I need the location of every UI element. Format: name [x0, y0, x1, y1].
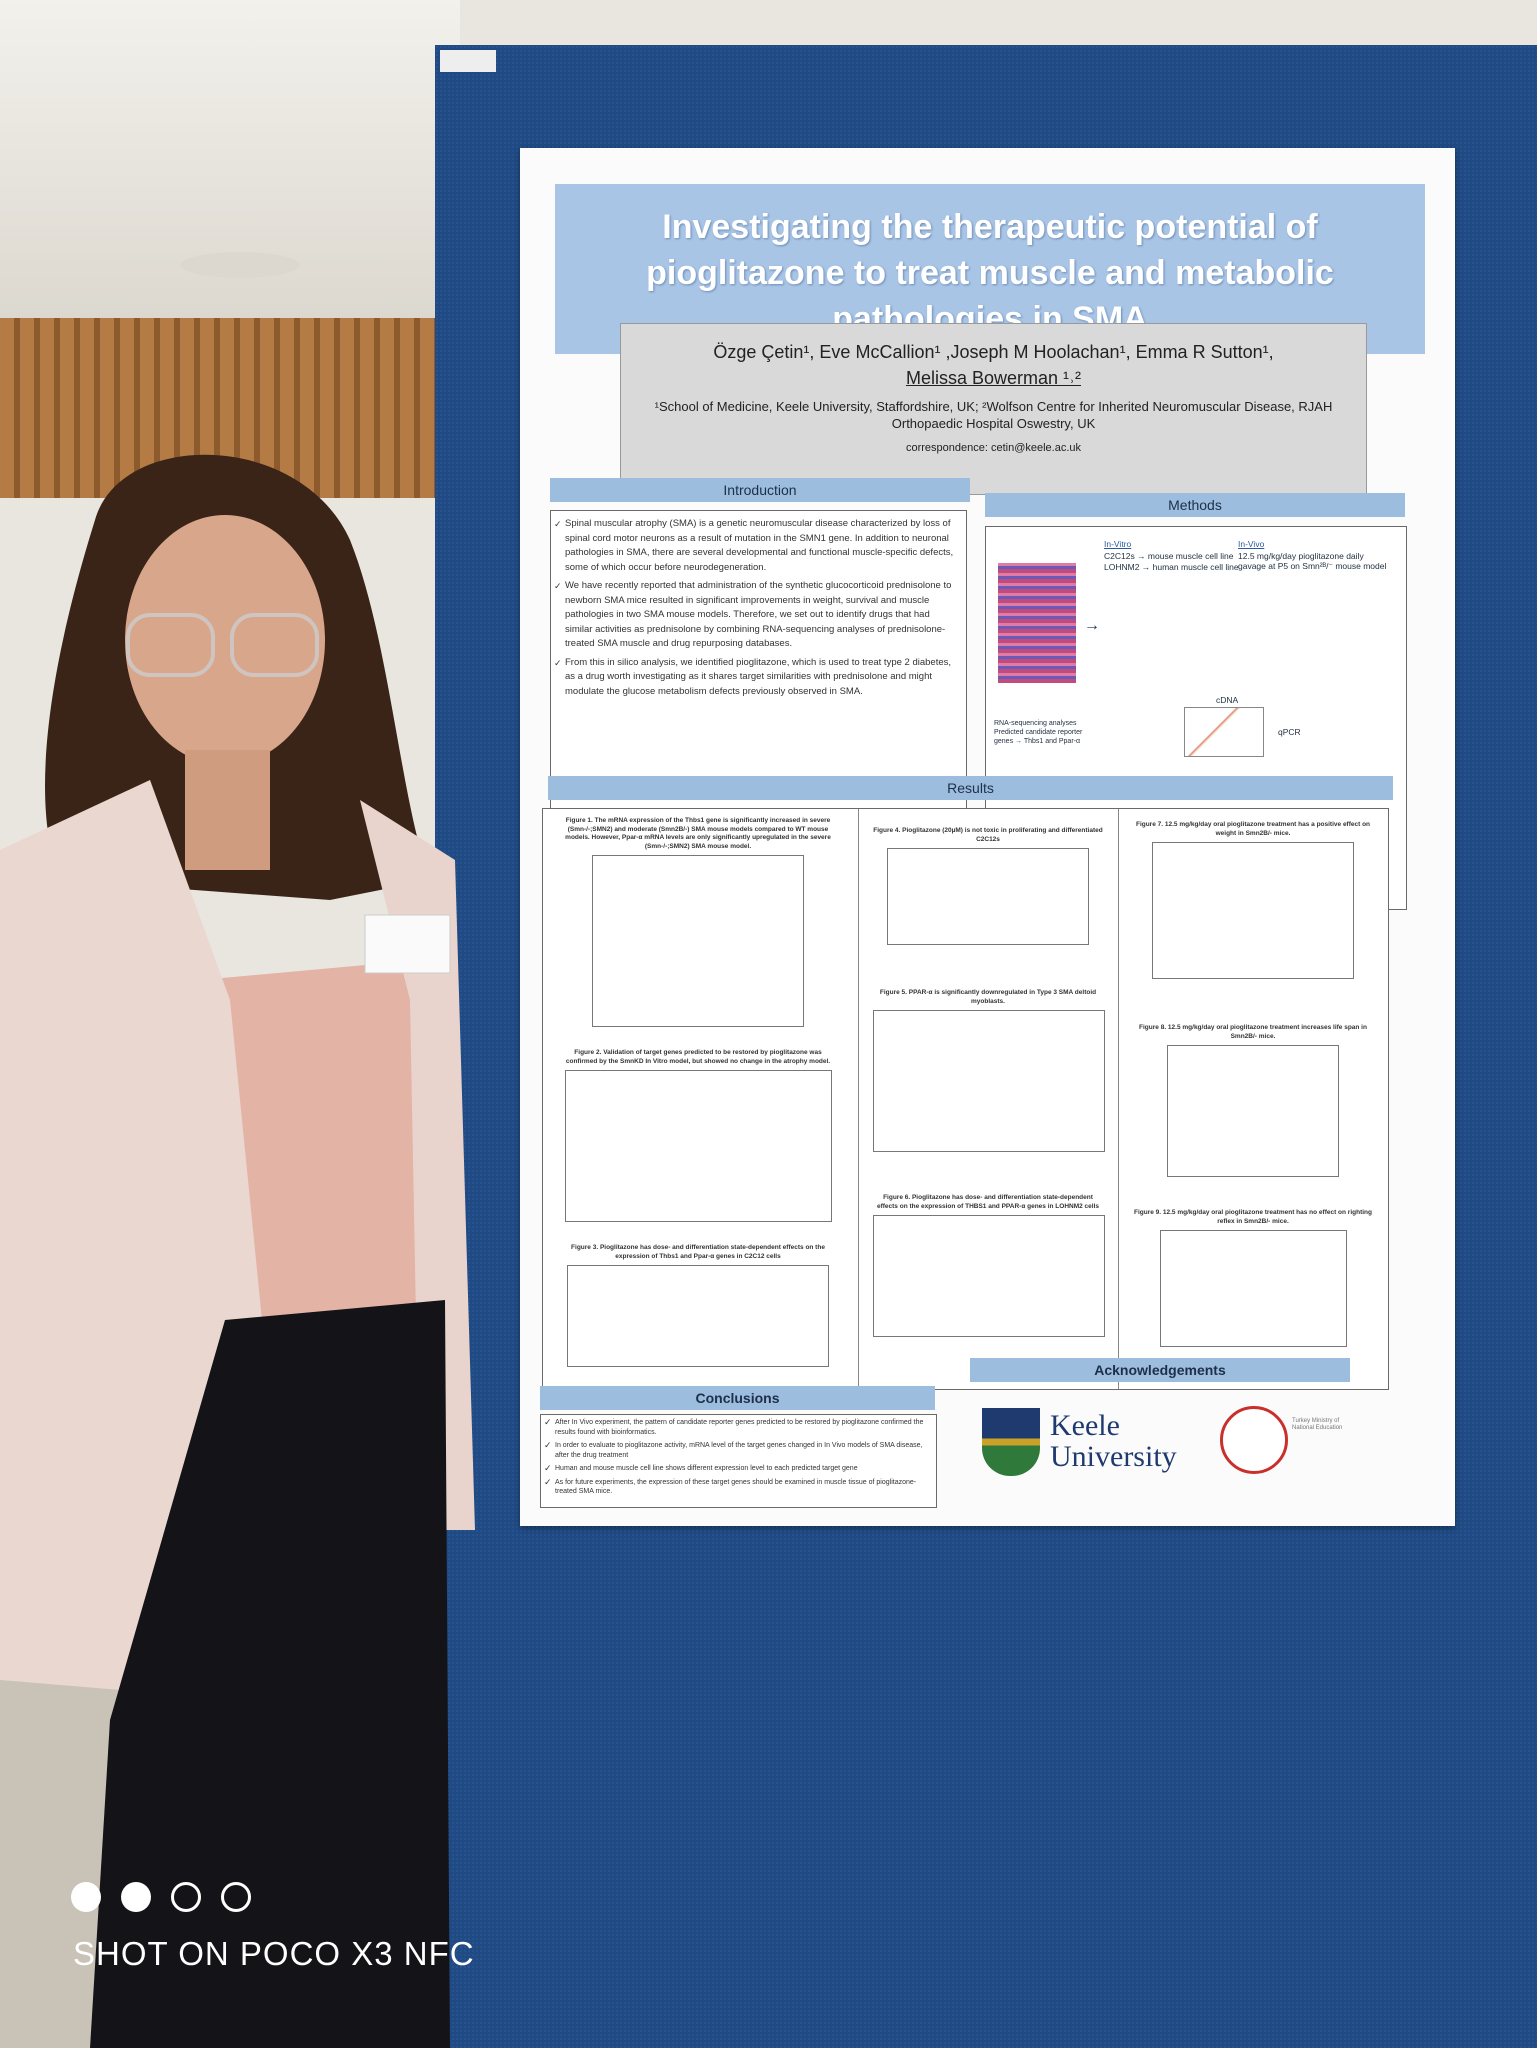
correspondence: correspondence: cetin@keele.ac.uk — [905, 442, 1082, 454]
rna-note: RNA-sequencing analyses Predicted candid… — [994, 720, 1083, 745]
ministry-name: Turkey Ministry of National Education — [1292, 1418, 1343, 1431]
figure: Figure 7. 12.5 mg/kg/day oral pioglitazo… — [1133, 821, 1373, 979]
name-badge — [364, 914, 451, 974]
in-vitro-item: C2C12s → mouse muscle cell line — [1104, 551, 1234, 561]
figure-plot — [592, 855, 804, 1027]
figure-plot — [567, 1265, 829, 1367]
figure-caption: Figure 6. Pioglitazone has dose- and dif… — [876, 1194, 1100, 1210]
methods-heading: Methods — [985, 493, 1405, 517]
dot — [171, 1882, 201, 1912]
results-box: Figure 1. The mRNA expression of the Thb… — [542, 808, 1389, 1390]
arrow: → — [1084, 617, 1100, 634]
results-divider — [1118, 809, 1119, 1389]
figure-plot — [1159, 1230, 1347, 1347]
introduction-heading: Introduction — [550, 478, 970, 502]
figure: Figure 3. Pioglitazone has dose- and dif… — [563, 1244, 833, 1367]
figure-plot — [1152, 842, 1354, 979]
in-vivo-item: 12.5 mg/kg/day pioglitazone daily gavage… — [1238, 551, 1387, 571]
poster: Investigating the therapeutic potential … — [520, 148, 1455, 1526]
keele-shield — [982, 1408, 1040, 1476]
conclusion-bullet: In order to evaluate to pioglitazone act… — [544, 1441, 928, 1460]
figure-plot — [873, 1010, 1105, 1152]
keele-name: Keele University — [1050, 1409, 1177, 1473]
conclusion-bullet: As for future experiments, the expressio… — [544, 1478, 928, 1497]
figure-caption: Figure 2. Validation of target genes pre… — [565, 1049, 831, 1065]
figure-plot — [1167, 1045, 1339, 1177]
conclusion-bullet: Human and mouse muscle cell line shows d… — [544, 1464, 928, 1474]
figure-plot — [887, 848, 1089, 945]
figure-caption: Figure 3. Pioglitazone has dose- and dif… — [571, 1244, 825, 1260]
top — [200, 960, 430, 1330]
figure-caption: Figure 9. 12.5 mg/kg/day oral pioglitazo… — [1133, 1209, 1372, 1225]
in-vitro-item: LOHNM2 → human muscle cell line — [1104, 562, 1239, 572]
figure-caption: Figure 7. 12.5 mg/kg/day oral pioglitazo… — [1135, 821, 1371, 837]
introduction-list: Spinal muscular atrophy (SMA) is a genet… — [551, 511, 966, 699]
trousers — [90, 1300, 450, 2048]
figure: Figure 9. 12.5 mg/kg/day oral pioglitazo… — [1133, 1209, 1373, 1347]
ministry-logo — [1220, 1406, 1288, 1474]
figure: Figure 5. PPAR-α is significantly downre… — [873, 989, 1105, 1152]
figure: Figure 8. 12.5 mg/kg/day oral pioglitazo… — [1133, 1024, 1373, 1177]
heatmap — [998, 563, 1076, 683]
figure: Figure 4. Pioglitazone (20µM) is not tox… — [873, 827, 1103, 945]
acknowledgements-heading: Acknowledgements — [970, 1358, 1350, 1382]
conclusions-box: After In Vivo experiment, the pattern of… — [540, 1414, 937, 1508]
dot — [121, 1882, 151, 1912]
poster-title: Investigating the therapeutic potential … — [646, 208, 1334, 338]
qpcr-plot — [1184, 707, 1264, 757]
conclusion-bullet: After In Vivo experiment, the pattern of… — [544, 1418, 928, 1437]
last-author: Melissa Bowerman ¹˒² — [905, 368, 1082, 388]
in-vitro-label: In-Vitro — [1104, 539, 1132, 549]
face — [125, 515, 325, 765]
intro-bullet: Spinal muscular atrophy (SMA) is a genet… — [554, 517, 958, 575]
neck — [185, 750, 270, 870]
dot — [221, 1882, 251, 1912]
cdna-label: cDNA — [1216, 695, 1239, 705]
in-vivo-label: In-Vivo — [1238, 539, 1265, 549]
figure-caption: Figure 8. 12.5 mg/kg/day oral pioglitazo… — [1139, 1024, 1367, 1040]
blazer — [360, 800, 475, 1530]
figure: Figure 6. Pioglitazone has dose- and dif… — [873, 1194, 1105, 1337]
board-tag — [440, 50, 496, 72]
figure-plot — [873, 1215, 1105, 1337]
glasses — [126, 613, 215, 677]
figure: Figure 2. Validation of target genes pre… — [563, 1049, 833, 1222]
ceiling — [0, 0, 460, 360]
person — [0, 454, 475, 2048]
glasses — [230, 613, 319, 677]
figure: Figure 1. The mRNA expression of the Thb… — [563, 817, 833, 1027]
ceiling-light — [180, 252, 300, 278]
conclusions-heading: Conclusions — [540, 1386, 935, 1410]
figure-caption: Figure 1. The mRNA expression of the Thb… — [565, 817, 831, 850]
conclusions-list: After In Vivo experiment, the pattern of… — [541, 1415, 936, 1497]
intro-bullet: From this in silico analysis, we identif… — [554, 656, 958, 700]
affiliations: ¹School of Medicine, Keele University, S… — [654, 399, 1333, 431]
figure-caption: Figure 5. PPAR-α is significantly downre… — [879, 989, 1097, 1005]
intro-bullet: We have recently reported that administr… — [554, 579, 958, 652]
figure-caption: Figure 4. Pioglitazone (20µM) is not tox… — [873, 827, 1103, 843]
watermark: SHOT ON POCO X3 NFC — [73, 1935, 475, 1972]
authors: Özge Çetin¹, Eve McCallion¹ ,Joseph M Ho… — [713, 342, 1274, 362]
figure-plot — [564, 1070, 832, 1222]
qpcr-label: qPCR — [1278, 727, 1301, 737]
dot — [71, 1882, 101, 1912]
watermark-dots — [71, 1882, 251, 1912]
results-heading: Results — [548, 776, 1393, 800]
author-box: Özge Çetin¹, Eve McCallion¹ ,Joseph M Ho… — [620, 323, 1367, 495]
results-divider — [858, 809, 859, 1389]
